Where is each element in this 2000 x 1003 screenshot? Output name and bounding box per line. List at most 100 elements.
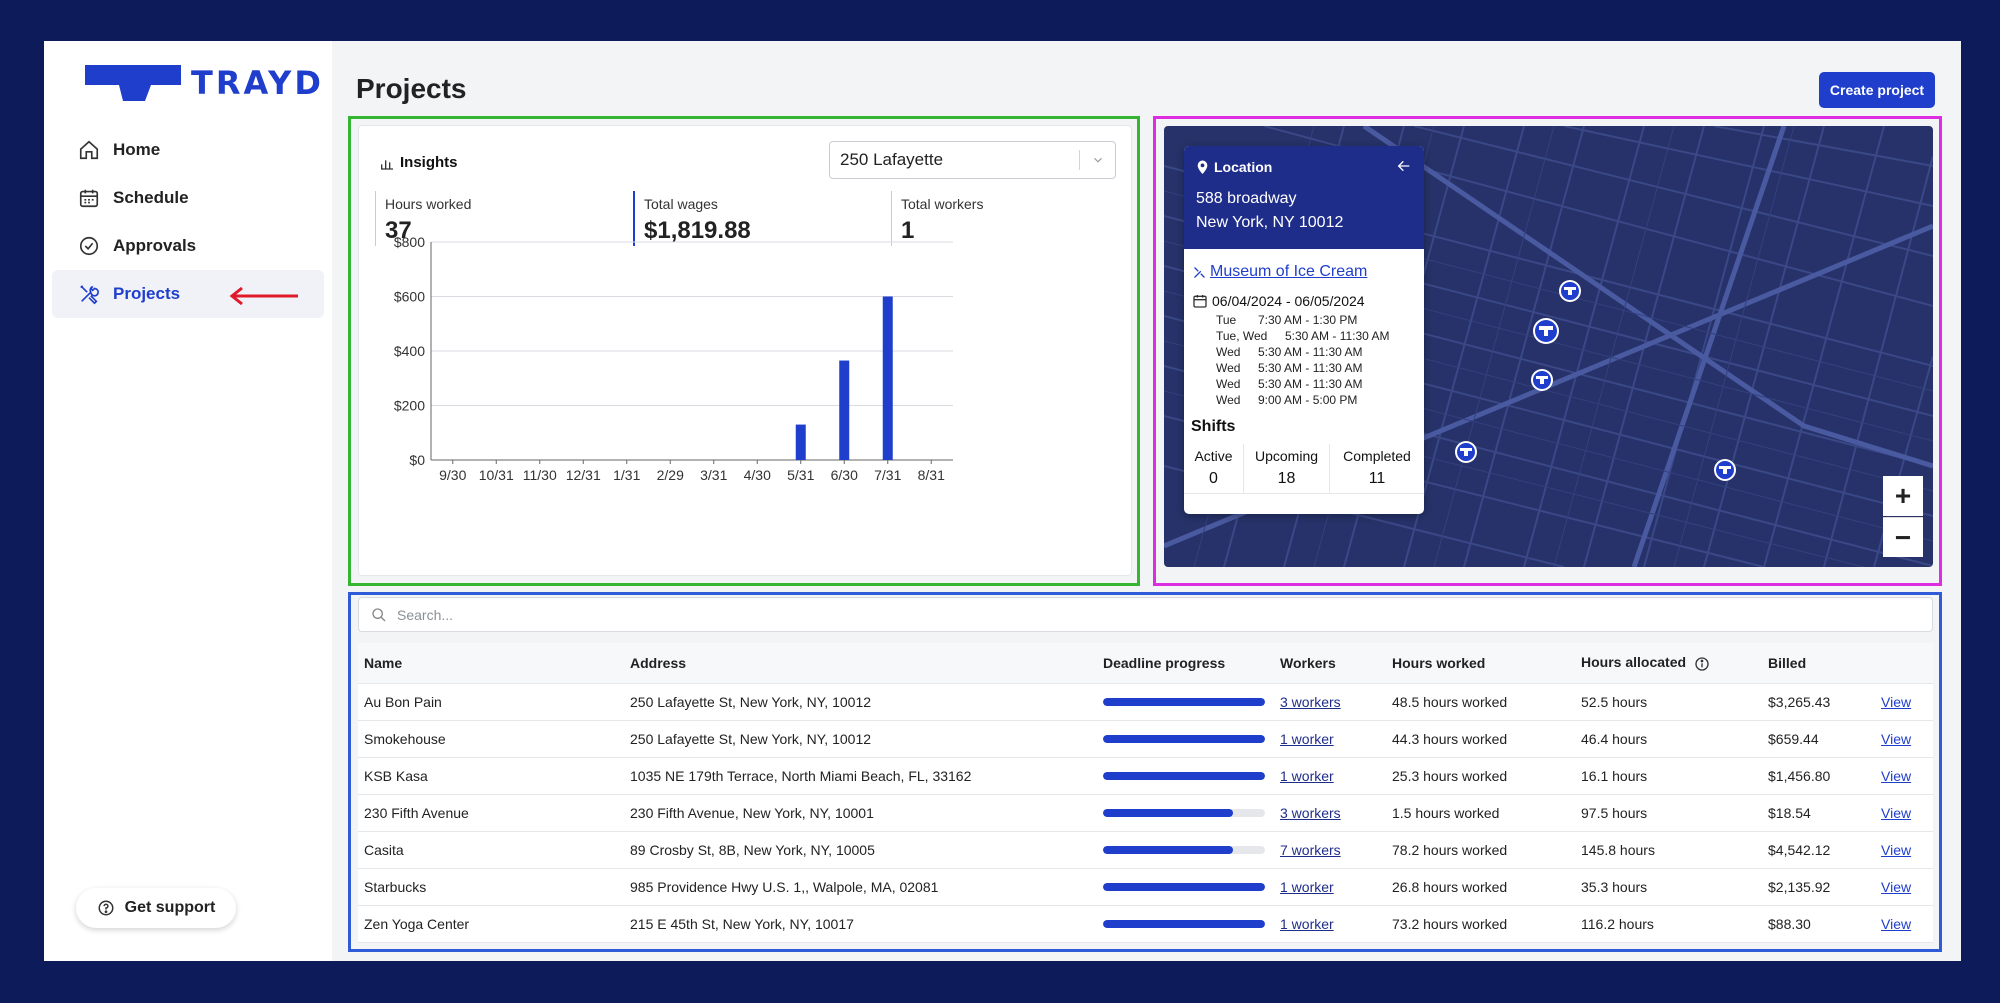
table-row[interactable]: Zen Yoga Center 215 E 45th St, New York, … — [358, 906, 1933, 943]
sidebar-item-home[interactable]: Home — [52, 126, 324, 174]
insights-highlight — [348, 116, 1140, 586]
workers-link[interactable]: 3 workers — [1280, 694, 1341, 710]
stat-label: Hours worked — [385, 196, 472, 212]
workers-link[interactable]: 3 workers — [1280, 805, 1341, 821]
cell-hours-worked: 1.5 hours worked — [1392, 805, 1500, 821]
cell-deadline-progress — [1097, 883, 1274, 891]
col-hours-worked[interactable]: Hours worked — [1392, 655, 1486, 671]
location-card-header: Location 588 broadway New York, NY 10012 — [1184, 146, 1424, 249]
cell-deadline-progress — [1097, 772, 1274, 780]
shift-upcoming: Upcoming 18 — [1244, 444, 1330, 493]
schedule-row: Wed 5:30 AM - 11:30 AM — [1216, 361, 1363, 375]
table-row[interactable]: Casita 89 Crosby St, 8B, New York, NY, 10… — [358, 832, 1933, 869]
y-tick-label: $800 — [394, 234, 425, 250]
cell-deadline-progress — [1097, 735, 1274, 743]
project-link[interactable]: Museum of Ice Cream — [1192, 263, 1424, 281]
x-tick-label: 11/30 — [523, 467, 557, 483]
wages-bar-chart: $0 $200 $400 $600 $800 9/30 10/31 11/30 12/31 1/3… — [394, 234, 953, 483]
view-link[interactable]: View — [1881, 768, 1912, 784]
cell-name: Au Bon Pain — [364, 694, 442, 710]
arrow-left-icon[interactable] — [1396, 158, 1412, 174]
schedule-row: Wed 5:30 AM - 11:30 AM — [1216, 377, 1363, 391]
map-pin-icon — [1196, 160, 1209, 175]
col-name[interactable]: Name — [364, 655, 403, 671]
tools-icon — [1192, 265, 1207, 280]
sidebar-item-schedule[interactable]: Schedule — [52, 174, 324, 222]
arrow-left-icon — [229, 286, 298, 306]
insights-header: Insights — [379, 154, 458, 171]
sidebar-item-approvals[interactable]: Approvals — [52, 222, 324, 270]
cell-address: 215 E 45th St, New York, NY, 10017 — [630, 916, 854, 932]
bar-chart-icon — [379, 155, 395, 171]
table-row[interactable]: 230 Fifth Avenue 230 Fifth Avenue, New Yo… — [358, 795, 1933, 832]
create-project-button[interactable]: Create project — [1819, 72, 1935, 108]
workers-link[interactable]: 1 worker — [1280, 731, 1334, 747]
select-divider — [1079, 150, 1080, 170]
col-address[interactable]: Address — [630, 655, 687, 671]
cell-workers: 3 workers — [1274, 694, 1386, 710]
project-link-label: Museum of Ice Cream — [1210, 263, 1368, 280]
info-icon[interactable] — [1694, 656, 1710, 672]
cell-hours-allocated: 35.3 hours — [1581, 879, 1648, 895]
table-row[interactable]: Au Bon Pain 250 Lafayette St, New York, N… — [358, 684, 1933, 721]
view-link[interactable]: View — [1881, 731, 1912, 747]
cell-name: Smokehouse — [364, 731, 446, 747]
cell-address: 985 Providence Hwy U.S. 1,, Walpole, MA,… — [630, 879, 939, 895]
get-support-button[interactable]: Get support — [76, 888, 236, 928]
x-tick-label: 4/30 — [744, 467, 771, 483]
zoom-in-button[interactable]: + — [1883, 476, 1923, 516]
y-tick-label: $400 — [394, 343, 425, 359]
view-link[interactable]: View — [1881, 842, 1912, 858]
location-select[interactable]: 250 Lafayette — [829, 141, 1116, 179]
x-tick-label: 2/29 — [657, 467, 684, 483]
brand-logo[interactable]: TRAYD — [85, 63, 324, 103]
shifts-summary: Active 0 Upcoming 18 Completed 11 — [1184, 444, 1424, 494]
view-link[interactable]: View — [1881, 916, 1912, 932]
zoom-out-button[interactable]: − — [1883, 517, 1923, 557]
shifts-title: Shifts — [1191, 418, 1236, 435]
col-workers[interactable]: Workers — [1280, 655, 1336, 671]
help-circle-icon — [97, 899, 115, 917]
sidebar-item-projects[interactable]: Projects — [52, 270, 324, 318]
stat-value: $1,819.88 — [644, 217, 751, 244]
cell-billed: $1,456.80 — [1768, 768, 1831, 784]
search-field[interactable]: Search... — [358, 597, 1933, 632]
progress-bar — [1103, 772, 1265, 780]
view-link[interactable]: View — [1881, 805, 1912, 821]
table-row[interactable]: KSB Kasa 1035 NE 179th Terrace, North Mia… — [358, 758, 1933, 795]
cell-hours-worked: 44.3 hours worked — [1392, 731, 1508, 747]
cell-workers: 3 workers — [1274, 805, 1386, 821]
table-row[interactable]: Starbucks 985 Providence Hwy U.S. 1,, Wal… — [358, 869, 1933, 906]
location-address-line1: 588 broadway — [1196, 190, 1297, 207]
workers-link[interactable]: 1 worker — [1280, 768, 1334, 784]
progress-bar — [1103, 735, 1265, 743]
progress-bar — [1103, 698, 1265, 706]
col-hours-allocated[interactable]: Hours allocated — [1575, 654, 1762, 671]
map-pin-icon — [1533, 318, 1559, 344]
table-row[interactable]: Smokehouse 250 Lafayette St, New York, NY… — [358, 721, 1933, 758]
sidebar-item-label: Schedule — [113, 188, 189, 207]
col-billed[interactable]: Billed — [1768, 655, 1807, 671]
stat-value: 37 — [385, 217, 412, 244]
cell-hours-worked: 48.5 hours worked — [1392, 694, 1508, 710]
progress-bar-fill — [1103, 883, 1265, 891]
workers-link[interactable]: 1 worker — [1280, 916, 1334, 932]
view-link[interactable]: View — [1881, 694, 1912, 710]
cell-address: 89 Crosby St, 8B, New York, NY, 10005 — [630, 842, 875, 858]
location-address-line2: New York, NY 10012 — [1196, 214, 1344, 231]
map-pin-icon — [1531, 369, 1553, 391]
progress-bar-fill — [1103, 735, 1265, 743]
col-deadline-progress[interactable]: Deadline progress — [1103, 655, 1226, 671]
map-pin-icon — [1714, 459, 1736, 481]
workers-link[interactable]: 7 workers — [1280, 842, 1341, 858]
projects-table: Name Address Deadline progress Workers H… — [358, 643, 1933, 943]
cell-name: 230 Fifth Avenue — [364, 805, 469, 821]
date-range-value: 06/04/2024 - 06/05/2024 — [1212, 293, 1365, 309]
date-range: 06/04/2024 - 06/05/2024 — [1192, 293, 1424, 309]
view-link[interactable]: View — [1881, 879, 1912, 895]
cell-deadline-progress — [1097, 846, 1274, 854]
y-tick-label: $600 — [394, 289, 425, 305]
cell-deadline-progress — [1097, 698, 1274, 706]
cell-deadline-progress — [1097, 920, 1274, 928]
workers-link[interactable]: 1 worker — [1280, 879, 1334, 895]
